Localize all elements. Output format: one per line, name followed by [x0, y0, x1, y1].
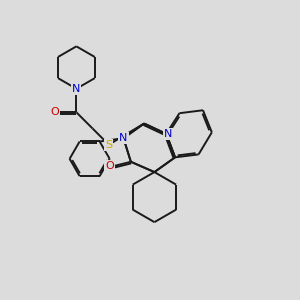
Text: O: O: [50, 107, 59, 117]
Text: N: N: [72, 84, 81, 94]
Text: O: O: [105, 161, 114, 171]
Text: N: N: [164, 129, 172, 139]
Text: N: N: [119, 133, 128, 143]
Text: S: S: [105, 140, 112, 150]
